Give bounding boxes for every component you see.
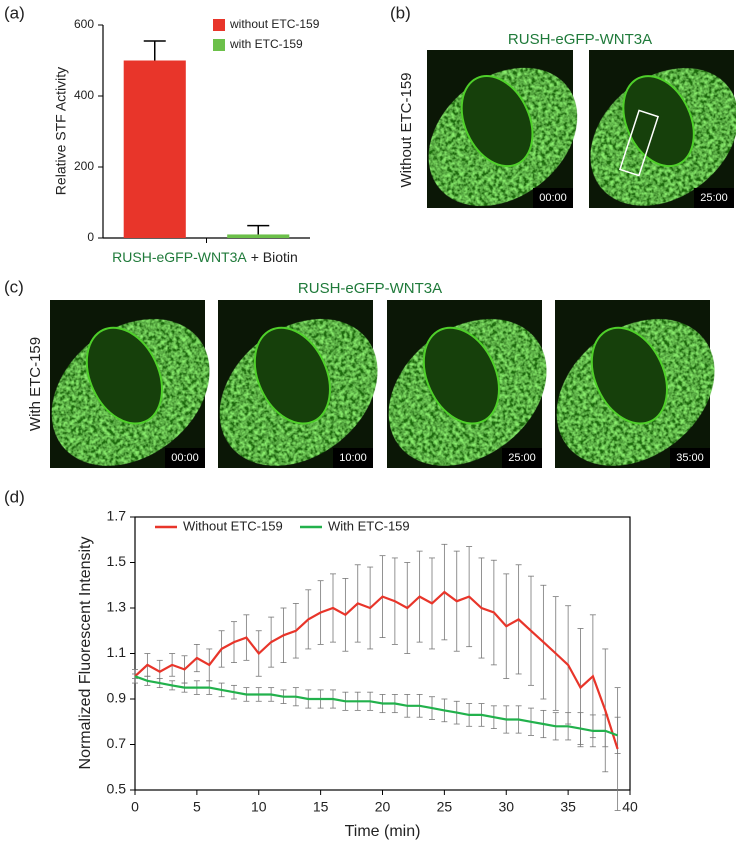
timestamp-bg xyxy=(670,448,710,468)
y-tick-label: 0 xyxy=(87,230,94,244)
micrograph: 25:00 xyxy=(387,300,547,468)
y-tick-label: 1.3 xyxy=(107,599,127,615)
x-tick-label: 15 xyxy=(313,799,329,815)
timestamp: 10:00 xyxy=(339,452,367,464)
legend-swatch xyxy=(213,39,225,51)
nucleus xyxy=(422,326,500,425)
micrograph: 25:00 xyxy=(589,50,736,208)
timestamp-bg xyxy=(502,448,542,468)
timestamp: 25:00 xyxy=(700,192,728,204)
image-title: RUSH-eGFP-WNT3A xyxy=(298,280,442,297)
x-tick-label: 0 xyxy=(131,799,139,815)
series-line xyxy=(134,675,618,737)
timestamp: 00:00 xyxy=(539,192,567,204)
x-tick-label: 20 xyxy=(375,799,391,815)
y-axis-label: Normalized Fluorescent Intensity xyxy=(77,537,94,770)
micrograph: 00:00 xyxy=(50,300,210,468)
nucleus xyxy=(85,326,163,425)
panel-label: (c) xyxy=(4,277,24,296)
panel-label: (d) xyxy=(4,487,25,506)
legend-label: without ETC-159 xyxy=(229,17,320,31)
legend-label: with ETC-159 xyxy=(229,37,303,51)
y-tick-label: 0.7 xyxy=(107,735,127,751)
condition-label: Without ETC-159 xyxy=(398,72,415,187)
y-axis-label: Relative STF Activity xyxy=(53,67,69,195)
y-tick-label: 600 xyxy=(74,17,94,31)
x-axis-label-part: + Biotin xyxy=(251,249,298,265)
legend-label: Without ETC-159 xyxy=(183,518,283,533)
timestamp: 25:00 xyxy=(508,452,536,464)
bar xyxy=(123,60,186,238)
series-line xyxy=(134,590,619,750)
x-axis-label: RUSH-eGFP-WNT3A + Biotin xyxy=(112,249,298,265)
nucleus xyxy=(590,326,668,425)
y-tick-label: 0.5 xyxy=(107,781,127,797)
y-tick-label: 200 xyxy=(74,159,94,173)
panel-label: (b) xyxy=(390,3,411,22)
x-tick-label: 10 xyxy=(251,799,267,815)
x-tick-label: 5 xyxy=(193,799,201,815)
panel-label: (a) xyxy=(4,3,25,22)
image-title: RUSH-eGFP-WNT3A xyxy=(508,31,652,48)
timestamp-bg xyxy=(533,188,573,208)
timestamp-bg xyxy=(165,448,205,468)
timestamp: 00:00 xyxy=(171,452,199,464)
x-tick-label: 35 xyxy=(560,799,576,815)
legend-swatch xyxy=(213,19,225,31)
timestamp: 35:00 xyxy=(676,452,704,464)
nucleus xyxy=(460,75,534,168)
bar xyxy=(227,234,290,238)
condition-label: With ETC-159 xyxy=(27,337,44,431)
timestamp-bg xyxy=(694,188,734,208)
y-tick-label: 1.7 xyxy=(107,508,127,524)
y-tick-label: 0.9 xyxy=(107,690,127,706)
nucleus xyxy=(253,326,331,425)
x-tick-label: 30 xyxy=(498,799,514,815)
micrograph: 10:00 xyxy=(218,300,378,468)
micrograph: 35:00 xyxy=(555,300,715,468)
x-tick-label: 40 xyxy=(622,799,638,815)
y-tick-label: 400 xyxy=(74,88,94,102)
x-axis-label: Time (min) xyxy=(345,823,421,840)
nucleus xyxy=(622,75,695,168)
timestamp-bg xyxy=(333,448,373,468)
y-tick-label: 1.1 xyxy=(107,644,127,660)
roi-box xyxy=(618,109,660,177)
legend-label: With ETC-159 xyxy=(328,518,410,533)
micrograph: 00:00 xyxy=(427,50,578,208)
x-axis-label-part: RUSH-eGFP-WNT3A xyxy=(112,249,247,265)
y-tick-label: 1.5 xyxy=(107,553,127,569)
x-tick-label: 25 xyxy=(437,799,453,815)
